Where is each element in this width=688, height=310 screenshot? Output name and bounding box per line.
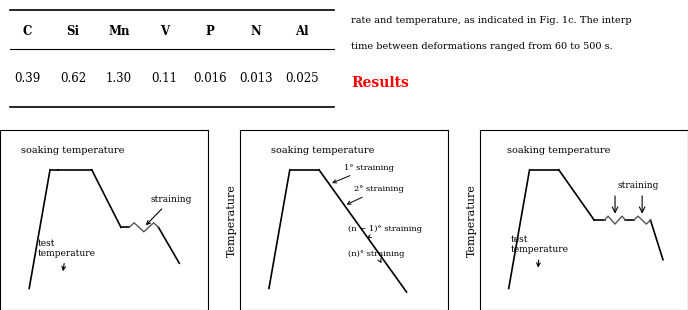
Text: 0.39: 0.39 bbox=[14, 72, 41, 85]
Text: straining: straining bbox=[617, 180, 658, 189]
Text: 0.013: 0.013 bbox=[239, 72, 273, 85]
Text: 0.025: 0.025 bbox=[285, 72, 319, 85]
Text: Si: Si bbox=[67, 25, 80, 38]
Text: Mn: Mn bbox=[108, 25, 129, 38]
Text: test
temperature: test temperature bbox=[38, 239, 96, 270]
Y-axis label: Temperature: Temperature bbox=[466, 184, 477, 257]
Text: time between deformations ranged from 60 to 500 s.: time between deformations ranged from 60… bbox=[351, 42, 612, 51]
Text: (n − 1)° straining: (n − 1)° straining bbox=[348, 225, 422, 237]
Text: soaking temperature: soaking temperature bbox=[272, 146, 375, 155]
Text: 1° straining: 1° straining bbox=[333, 164, 394, 183]
Text: Al: Al bbox=[295, 25, 308, 38]
Text: 0.11: 0.11 bbox=[151, 72, 178, 85]
Text: P: P bbox=[206, 25, 215, 38]
Text: 0.016: 0.016 bbox=[193, 72, 227, 85]
Text: C: C bbox=[23, 25, 32, 38]
Text: 1.30: 1.30 bbox=[106, 72, 132, 85]
Text: 2° straining: 2° straining bbox=[347, 185, 405, 204]
Text: N: N bbox=[250, 25, 261, 38]
Y-axis label: Temperature: Temperature bbox=[227, 184, 237, 257]
Text: V: V bbox=[160, 25, 169, 38]
Text: test
temperature: test temperature bbox=[510, 235, 569, 266]
Text: soaking temperature: soaking temperature bbox=[21, 146, 125, 155]
Text: soaking temperature: soaking temperature bbox=[507, 146, 610, 155]
Text: (n)° straining: (n)° straining bbox=[348, 250, 405, 262]
Text: Results: Results bbox=[351, 76, 409, 90]
Text: straining: straining bbox=[147, 195, 191, 224]
Text: rate and temperature, as indicated in Fig. 1c. The interp: rate and temperature, as indicated in Fi… bbox=[351, 16, 632, 24]
Text: 0.62: 0.62 bbox=[60, 72, 86, 85]
